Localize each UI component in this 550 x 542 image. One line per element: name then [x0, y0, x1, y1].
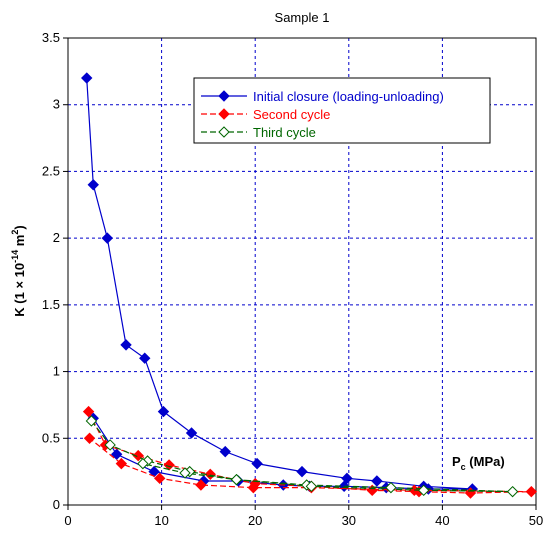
- data-point: [115, 457, 128, 470]
- y-label-unit-exp: 2: [10, 230, 20, 235]
- legend-marker: [218, 108, 230, 120]
- data-point: [179, 467, 191, 479]
- data-point: [185, 427, 198, 439]
- data-point: [82, 405, 95, 418]
- x-tick-label: 30: [342, 513, 356, 528]
- x-label-base: P: [452, 454, 461, 469]
- x-tick-label: 10: [154, 513, 168, 528]
- data-point: [219, 445, 231, 458]
- data-point: [101, 232, 114, 244]
- data-point: [195, 479, 207, 491]
- y-label-base: K (1 × 10: [12, 263, 27, 317]
- data-point: [120, 339, 132, 351]
- legend-label: Initial closure (loading-unloading): [253, 89, 444, 104]
- data-point: [296, 465, 308, 478]
- y-tick-label: 1.5: [42, 297, 60, 312]
- data-point: [506, 485, 519, 498]
- data-point: [385, 481, 397, 494]
- y-axis-label: K (1 × 10-14 m2): [10, 225, 27, 316]
- y-tick-label: 3: [53, 97, 60, 112]
- data-point: [154, 472, 166, 485]
- legend: Initial closure (loading-unloading) Secon…: [193, 77, 491, 144]
- x-tick-label: 40: [435, 513, 449, 528]
- y-tick-label: 0.5: [42, 430, 60, 445]
- data-point: [305, 480, 318, 493]
- y-tick-label: 0: [53, 497, 60, 512]
- data-point: [525, 485, 538, 498]
- data-point: [81, 72, 93, 84]
- series-3: [85, 415, 519, 498]
- y-label-unit: m: [12, 235, 27, 250]
- y-tick-label: 2: [53, 230, 60, 245]
- axes: 0 10 20 30 40 50 0 0.5 1 1.5 2 2.5 3 3.5: [42, 30, 543, 528]
- data-point: [137, 457, 149, 470]
- legend-marker: [218, 90, 230, 102]
- x-tick-label: 50: [529, 513, 543, 528]
- data-point: [371, 475, 383, 487]
- data-point: [87, 179, 99, 191]
- legend-box: [193, 77, 491, 144]
- plot-frame: [67, 37, 537, 506]
- x-tick-label: 0: [64, 513, 71, 528]
- data-point: [110, 448, 123, 461]
- data-point: [83, 432, 96, 444]
- data-point: [251, 457, 263, 470]
- data-point: [85, 415, 98, 427]
- x-label-rest: (MPa): [466, 454, 505, 469]
- legend-marker: [218, 126, 230, 138]
- legend-label: Second cycle: [253, 107, 330, 122]
- y-tick-label: 2.5: [42, 163, 60, 178]
- data-point: [104, 439, 116, 451]
- x-tick-label: 20: [248, 513, 262, 528]
- data-point: [341, 472, 353, 485]
- data-point: [230, 473, 243, 486]
- y-label-close: ): [12, 225, 27, 229]
- data-point: [139, 352, 151, 364]
- y-tick-label: 3.5: [42, 30, 60, 45]
- series-layer: [81, 72, 538, 499]
- series-line: [88, 411, 532, 494]
- y-tick-label: 1: [53, 364, 60, 379]
- legend-label: Third cycle: [253, 125, 316, 140]
- data-point: [417, 484, 430, 497]
- data-point: [247, 481, 260, 494]
- y-label-exp: -14: [10, 250, 20, 263]
- chart-title: Sample 1: [275, 10, 330, 25]
- data-point: [157, 405, 170, 418]
- x-label-sub: c: [461, 462, 466, 472]
- x-axis-label: Pc (MPa): [452, 454, 505, 472]
